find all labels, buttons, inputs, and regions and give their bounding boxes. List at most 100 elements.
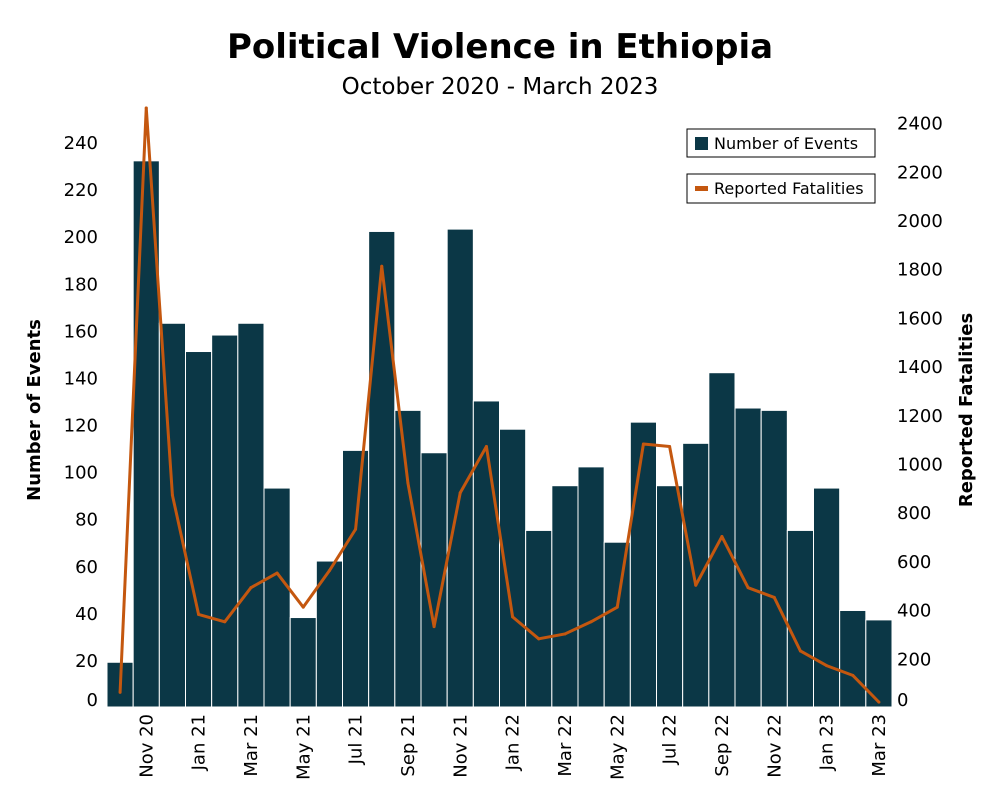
bar-apr-21 [263,487,291,708]
fatalities-line [118,106,880,704]
right-tick-label: 1400 [897,357,943,378]
right-tick-label: 2000 [897,211,943,232]
right-tick-label: 2200 [897,162,943,183]
x-tick-label: Nov 20 [136,714,157,778]
right-tick-label: 2400 [897,114,943,135]
right-tick-label: 400 [897,601,931,622]
x-tick-label: May 22 [607,714,628,780]
right-tick-label: 1600 [897,308,943,329]
bar-series [106,160,893,708]
legend-swatch-events [695,137,708,150]
fatalities-point-feb-23 [851,673,855,677]
fatalities-point-jun-21 [327,569,331,573]
bar-aug-22 [682,442,710,708]
fatalities-point-jan-21 [197,612,201,616]
right-tick-label: 600 [897,552,931,573]
left-tick-label: 60 [75,557,98,578]
chart-title: Political Violence in Ethiopia [227,27,773,67]
left-tick-label: 140 [64,368,98,389]
bar-jun-22 [629,421,657,708]
bar-sep-21 [394,409,422,708]
bar-jul-22 [656,485,684,708]
legend-label-fatalities: Reported Fatalities [714,179,864,198]
x-tick-label: Jul 22 [660,714,681,765]
bar-jan-22 [499,428,527,708]
bar-may-21 [289,617,317,708]
left-axis: 0 20 40 60 80 100 120 140 160 180 200 220 240 [64,133,98,711]
left-tick-label: 200 [64,227,98,248]
bar-mar-22 [551,485,579,708]
x-tick-label: Nov 21 [450,714,471,778]
fatalities-point-dec-22 [798,649,802,653]
right-tick-label: 1200 [897,406,943,427]
left-axis-title: Number of Events [24,319,45,501]
bar-nov-22 [760,409,788,708]
fatalities-point-jun-22 [641,442,645,446]
right-tick-label: 1000 [897,455,943,476]
bar-sep-22 [708,372,736,708]
bar-mar-21 [237,322,265,708]
legend-item-fatalities: Reported Fatalities [686,173,876,204]
x-tick-label: Mar 22 [555,714,576,777]
left-tick-label: 180 [64,274,98,295]
bar-jan-23 [813,487,841,708]
fatalities-point-apr-22 [589,620,593,624]
x-axis: Nov 20 Jan 21 Mar 21 May 21 Jul 21 Sep 21 Nov … [136,714,890,780]
legend: Number of Events Reported Fatalities [686,128,876,204]
x-tick-label: Sep 22 [712,714,733,777]
fatalities-point-aug-22 [694,583,698,587]
bar-dec-22 [786,529,814,708]
x-tick-label: Jan 21 [189,714,210,771]
left-tick-label: 80 [75,510,98,531]
fatalities-point-nov-20 [144,106,148,110]
x-tick-label: Jul 21 [346,714,367,765]
left-tick-label: 220 [64,180,98,201]
x-tick-label: Mar 23 [869,714,890,777]
legend-item-events: Number of Events [686,128,876,158]
bar-jan-21 [185,351,213,708]
fatalities-point-jul-21 [354,527,358,531]
fatalities-point-may-22 [615,605,619,609]
x-tick-label: Jan 22 [503,714,524,771]
fatalities-point-mar-23 [877,700,881,704]
bar-apr-22 [577,466,605,708]
right-tick-label: 800 [897,503,931,524]
bar-nov-21 [446,228,474,708]
right-tick-label: 200 [897,649,931,670]
bar-feb-22 [525,529,553,708]
left-tick-label: 120 [64,416,98,437]
fatalities-point-aug-21 [380,264,384,268]
x-tick-label: May 21 [293,714,314,780]
fatalities-point-oct-21 [432,625,436,629]
fatalities-point-mar-22 [563,632,567,636]
line-series [118,106,881,704]
left-tick-label: 100 [64,463,98,484]
legend-label-events: Number of Events [714,134,858,153]
fatalities-point-oct-22 [746,586,750,590]
x-tick-label: Mar 21 [241,714,262,777]
fatalities-point-apr-21 [275,571,279,575]
x-tick-label: Sep 21 [398,714,419,777]
fatalities-point-jan-23 [825,664,829,668]
right-tick-label: 0 [897,690,908,711]
fatalities-point-nov-22 [772,595,776,599]
right-axis: 0 200 400 600 800 1000 1200 1400 1600 1800 2000 220… [897,114,943,711]
fatalities-point-dec-21 [484,444,488,448]
fatalities-point-oct-20 [118,690,122,694]
fatalities-point-sep-21 [406,481,410,485]
fatalities-point-jan-22 [511,615,515,619]
bar-jul-21 [342,449,370,708]
chart-subtitle: October 2020 - March 2023 [342,74,659,100]
fatalities-point-nov-21 [458,491,462,495]
bar-oct-22 [734,407,762,708]
left-tick-label: 160 [64,321,98,342]
fatalities-point-mar-21 [249,586,253,590]
right-tick-label: 1800 [897,260,943,281]
fatalities-point-feb-22 [537,637,541,641]
bar-feb-23 [839,609,867,708]
right-axis-title: Reported Fatalities [956,313,977,507]
bar-aug-21 [368,230,396,708]
legend-swatch-fatalities [695,186,708,191]
left-tick-label: 240 [64,133,98,154]
